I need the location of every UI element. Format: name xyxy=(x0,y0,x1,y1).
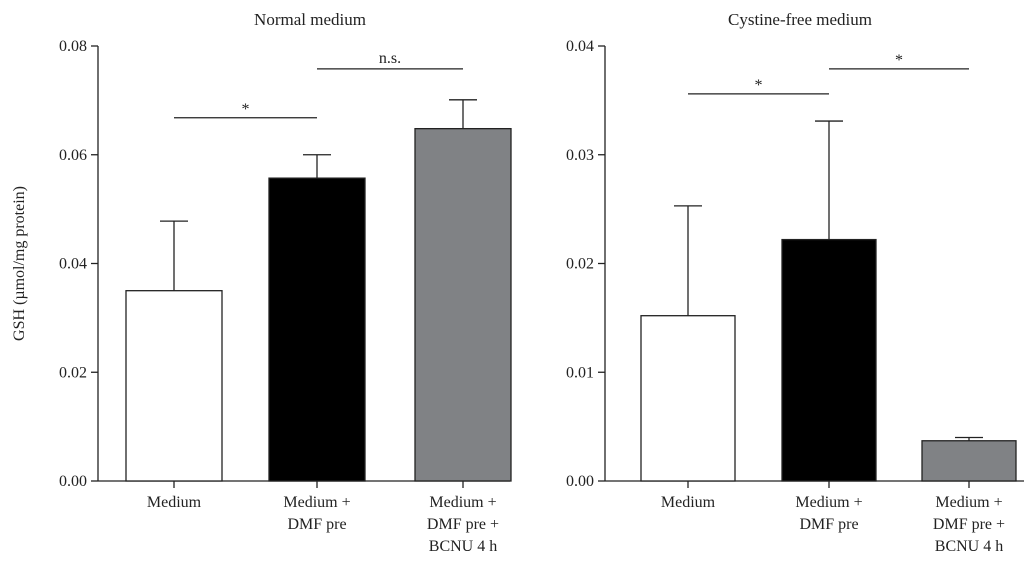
chart-panel-cystine-free-medium: Cystine-free medium 0.00 0.01 0.02 0.03 0.04 M… xyxy=(566,10,1024,555)
y-tick-label: 0.08 xyxy=(59,38,87,55)
bar xyxy=(268,177,366,482)
significance-label: * xyxy=(755,77,763,94)
x-tick-label: DMF pre xyxy=(799,516,858,533)
y-tick-label: 0.04 xyxy=(566,38,594,55)
x-tick-label: Medium + xyxy=(429,494,496,511)
y-tick-label: 0.02 xyxy=(566,256,594,273)
bar xyxy=(125,290,223,482)
y-tick-label: 0.01 xyxy=(566,364,594,381)
x-tick-label: DMF pre xyxy=(287,516,346,533)
x-tick-label: DMF pre + xyxy=(933,516,1005,533)
x-tick-label: Medium + xyxy=(935,494,1002,511)
significance-label: n.s. xyxy=(379,50,401,67)
x-tick-label: Medium xyxy=(147,494,202,511)
bar xyxy=(640,315,736,482)
chart-panel-normal-medium: Normal medium 0.00 0.02 0.04 0.06 0.08 GSH (µm… xyxy=(11,10,512,555)
x-tick-label: Medium + xyxy=(283,494,350,511)
chart-title: Normal medium xyxy=(254,10,366,29)
y-tick-label: 0.03 xyxy=(566,147,594,164)
y-tick-label: 0.00 xyxy=(59,473,87,490)
x-tick-label: DMF pre + xyxy=(427,516,499,533)
y-tick-label: 0.02 xyxy=(59,364,87,381)
y-tick-label: 0.00 xyxy=(566,473,594,490)
significance-label: * xyxy=(242,101,250,118)
bar xyxy=(781,238,877,482)
y-tick-label: 0.04 xyxy=(59,256,87,273)
significance-label: * xyxy=(895,52,903,69)
chart-title: Cystine-free medium xyxy=(728,10,872,29)
x-tick-label: Medium + xyxy=(795,494,862,511)
bar xyxy=(921,440,1017,482)
y-tick-label: 0.06 xyxy=(59,147,87,164)
y-axis-label: GSH (µmol/mg protein) xyxy=(11,186,28,341)
bar xyxy=(414,127,512,482)
x-tick-label: BCNU 4 h xyxy=(429,538,497,555)
x-tick-label: Medium xyxy=(661,494,716,511)
x-tick-label: BCNU 4 h xyxy=(935,538,1003,555)
